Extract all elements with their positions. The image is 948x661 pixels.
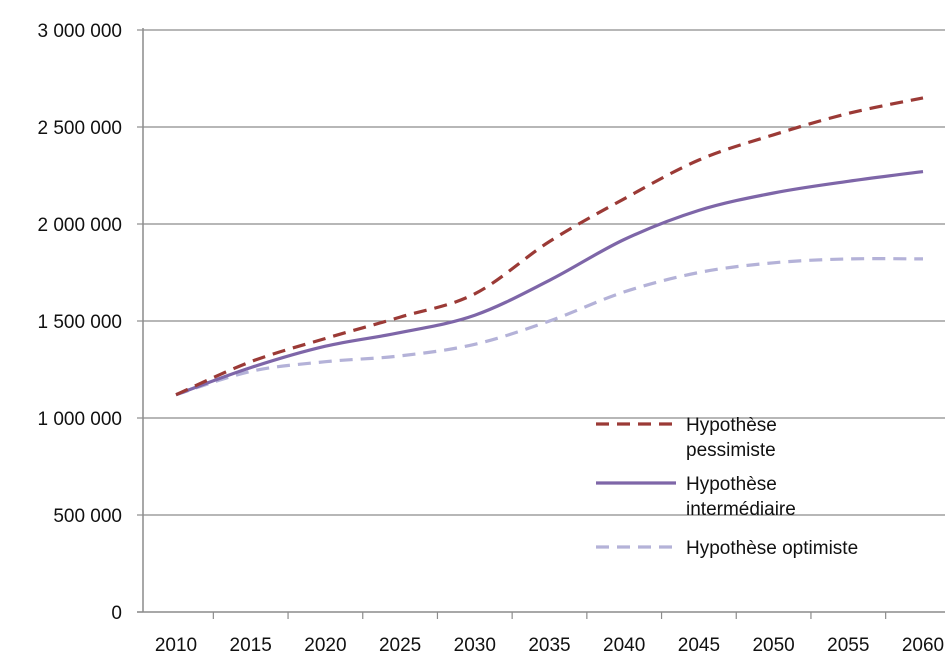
x-tick-label: 2050 xyxy=(752,635,794,656)
series-line-2 xyxy=(175,257,924,397)
x-tick-label: 2035 xyxy=(528,635,570,656)
legend: Hypothèse pessimiste Hypothèse intermédiair… xyxy=(596,415,858,559)
x-tick-label: 2015 xyxy=(230,635,272,656)
x-tick-label: 2020 xyxy=(304,635,346,656)
y-tick-label: 500 000 xyxy=(53,506,122,527)
y-tick-label: 2 500 000 xyxy=(37,118,122,139)
legend-label-0: Hypothèse xyxy=(686,415,777,436)
series-lines xyxy=(175,96,924,397)
legend-label-1: intermédiaire xyxy=(686,499,796,520)
y-tick-label: 3 000 000 xyxy=(37,21,122,42)
x-tick-label: 2045 xyxy=(678,635,720,656)
legend-label-0: pessimiste xyxy=(686,440,776,461)
x-tick-label: 2055 xyxy=(827,635,869,656)
y-tick-label: 1 000 000 xyxy=(37,409,122,430)
x-tick-label: 2010 xyxy=(155,635,197,656)
x-tick-label: 2025 xyxy=(379,635,421,656)
x-tick-label: 2030 xyxy=(454,635,496,656)
legend-label-1: Hypothèse xyxy=(686,474,777,495)
x-axis-tick-labels: 2010 2015 2020 2025 2030 2035 2040 2045 2050 2055… xyxy=(155,635,944,656)
y-axis-tick-labels: 0 500 000 1 000 000 1 500 000 2 000 000 2 500… xyxy=(37,21,122,624)
series-line-0 xyxy=(175,96,924,397)
series-line-1 xyxy=(175,170,924,397)
x-tick-label: 2040 xyxy=(603,635,645,656)
x-axis-ticks xyxy=(212,612,887,619)
y-tick-label: 1 500 000 xyxy=(37,312,122,333)
y-tick-label: 2 000 000 xyxy=(37,215,122,236)
y-tick-label: 0 xyxy=(111,603,122,624)
legend-label-2: Hypothèse optimiste xyxy=(686,538,858,559)
gridlines xyxy=(137,29,945,613)
x-tick-label: 2060 xyxy=(902,635,944,656)
